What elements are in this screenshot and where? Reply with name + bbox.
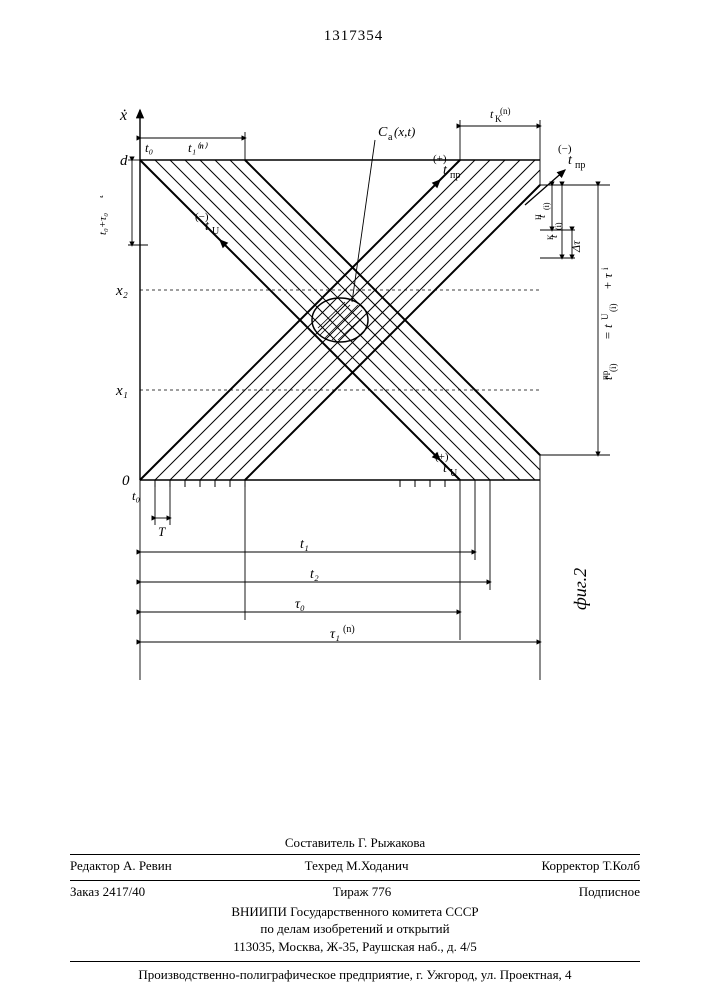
- svg-text:пр: пр: [575, 160, 585, 171]
- editor-label: Редактор: [70, 858, 120, 873]
- t1n-top: t₁⁽ⁿ⁾: [188, 140, 208, 155]
- ca-label: C: [378, 125, 388, 140]
- svg-text:(+): (+): [435, 451, 449, 463]
- page-number: 1317354: [0, 28, 707, 45]
- figure-2-diagram: ẋ d x₂ x₁ 0: [100, 80, 620, 760]
- svg-text:(x,t): (x,t): [394, 124, 415, 139]
- y-label-d: d: [120, 153, 128, 169]
- compiler-label: Составитель: [285, 835, 355, 850]
- svg-text:U: U: [212, 226, 220, 237]
- figure-label: фиг.2: [570, 568, 590, 610]
- t0-bottom: t₀: [132, 488, 140, 503]
- subscription: Подписное: [579, 883, 640, 901]
- y-label-x2: x₂: [115, 283, 128, 299]
- editor-name: А. Ревин: [123, 858, 172, 873]
- svg-text:i: i: [600, 267, 610, 270]
- svg-text:пр: пр: [450, 170, 460, 181]
- printer-line: Производственно-полиграфическое предприя…: [70, 966, 640, 984]
- tHn-label: t: [100, 194, 106, 198]
- tnp-plus-label: t: [443, 163, 448, 178]
- tau0-label: τ₀: [295, 597, 305, 612]
- tkn-label: t: [490, 107, 494, 121]
- tirazh-num: 776: [372, 884, 392, 899]
- tu-lines: [140, 160, 540, 480]
- t0tau0-label: t₀+τ₀: [100, 213, 109, 235]
- t1-label: t₁: [300, 537, 309, 552]
- org-line1: ВНИИПИ Государственного комитета СССР: [70, 903, 640, 921]
- svg-text:(i): (i): [608, 304, 618, 313]
- order-num: 2417/40: [103, 884, 146, 899]
- svg-text:= t: = t: [600, 324, 615, 340]
- svg-text:(n): (n): [500, 106, 511, 116]
- svg-text:(n): (n): [343, 624, 355, 635]
- svg-text:(i): (i): [542, 202, 551, 210]
- svg-text:H: H: [534, 214, 543, 220]
- svg-text:(+): (+): [433, 153, 447, 165]
- compiler-name: Г. Рыжакова: [358, 835, 425, 850]
- org-line2: по делам изобретений и открытий: [70, 920, 640, 938]
- credits-block: Составитель Г. Рыжакова Редактор А. Реви…: [70, 830, 640, 984]
- y-label-0: 0: [122, 473, 130, 489]
- order-label: Заказ: [70, 884, 99, 899]
- svg-text:U: U: [450, 468, 458, 479]
- tirazh-label: Тираж: [333, 884, 369, 899]
- t0-top: t₀: [145, 140, 153, 155]
- tech-label: Техред: [305, 858, 343, 873]
- svg-text:K: K: [546, 234, 555, 240]
- tau1n-label: τ₁: [330, 627, 340, 642]
- tech-name: М.Ходанич: [346, 858, 408, 873]
- svg-text:(−): (−): [558, 143, 572, 155]
- svg-text:+ τ: + τ: [600, 272, 615, 290]
- corrector-label: Корректор: [541, 858, 599, 873]
- org-addr: 113035, Москва, Ж-35, Раушская наб., д. …: [70, 938, 640, 956]
- svg-text:U: U: [600, 313, 610, 320]
- tnp-lines: [140, 160, 540, 480]
- svg-text:(−): (−): [195, 211, 209, 223]
- corrector-name: Т.Колб: [603, 858, 640, 873]
- t2-label: t₂: [310, 567, 319, 582]
- x-axis-label: ẋ: [119, 107, 128, 124]
- y-label-x1: x₁: [115, 383, 128, 399]
- svg-text:a: a: [388, 132, 393, 143]
- svg-text:(i): (i): [608, 364, 618, 373]
- svg-text:(i): (i): [554, 222, 563, 230]
- tnp-minus-label: t: [568, 153, 573, 168]
- dtau-label: Δτ: [569, 240, 583, 253]
- T-label: T: [158, 524, 166, 539]
